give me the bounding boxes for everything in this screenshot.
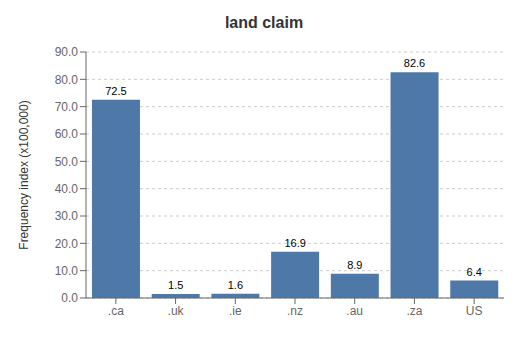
svg-text:.nz: .nz [287, 304, 303, 318]
svg-text:10.0: 10.0 [55, 264, 79, 278]
svg-text:1.5: 1.5 [168, 279, 183, 291]
svg-text:Frequency index (x100,000): Frequency index (x100,000) [17, 100, 31, 249]
html-text:land claim: land claim [224, 14, 304, 31]
svg-text:.uk: .uk [168, 304, 185, 318]
svg-text:.ie: .ie [229, 304, 242, 318]
svg-text:40.0: 40.0 [55, 182, 79, 196]
svg-text:.au: .au [346, 304, 363, 318]
svg-text:50.0: 50.0 [55, 155, 79, 169]
svg-text:70.0: 70.0 [55, 100, 79, 114]
svg-text:.ca: .ca [108, 304, 124, 318]
svg-text:82.6: 82.6 [404, 57, 425, 69]
svg-text:20.0: 20.0 [55, 237, 79, 251]
svg-text:80.0: 80.0 [55, 73, 79, 87]
svg-text:US: US [466, 304, 483, 318]
svg-text:.za: .za [406, 304, 422, 318]
svg-text:0.0: 0.0 [61, 291, 78, 305]
svg-text:90.0: 90.0 [55, 45, 79, 59]
svg-text:1.6: 1.6 [228, 279, 243, 291]
svg-text:8.9: 8.9 [347, 259, 362, 271]
svg-text:72.5: 72.5 [105, 85, 126, 97]
svg-text:16.9: 16.9 [284, 237, 305, 249]
svg-text:30.0: 30.0 [55, 209, 79, 223]
svg-text:60.0: 60.0 [55, 127, 79, 141]
svg-text:6.4: 6.4 [467, 266, 482, 278]
